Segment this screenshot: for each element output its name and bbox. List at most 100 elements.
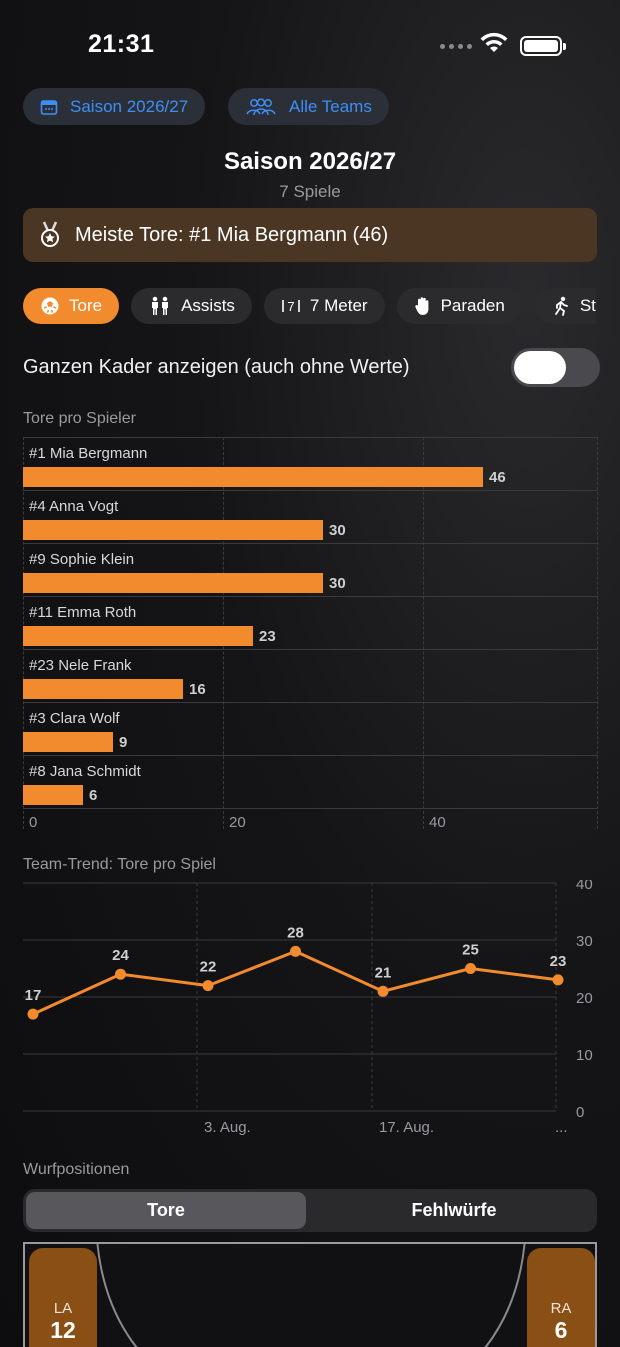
data-label: 21	[375, 964, 392, 981]
chip-label: 7 Meter	[309, 296, 368, 315]
trend-chart-title: Team-Trend: Tore pro Spiel	[23, 856, 216, 873]
chip-paraden[interactable]: Paraden	[396, 288, 522, 324]
chip-assists[interactable]: Assists	[131, 288, 252, 324]
bar	[23, 467, 483, 487]
handball-court: LA 12 RA 6	[23, 1242, 597, 1347]
chip-label: St	[579, 296, 596, 315]
tab-misses[interactable]: Fehlwürfe	[411, 1200, 497, 1220]
games-count: 7 Spiele	[279, 182, 341, 201]
battery-icon	[520, 36, 566, 56]
data-label: 28	[287, 924, 304, 941]
category-chips: Tore Assists 7 7 Meter Paraden St	[0, 280, 596, 332]
zone-left-wing[interactable]: LA 12	[29, 1248, 97, 1347]
svg-text:7: 7	[287, 299, 294, 314]
top-scorer-banner: Meiste Tore: #1 Mia Bergmann (46)	[23, 208, 597, 262]
x-tick-label: ...	[555, 1119, 568, 1136]
positions-title: Wurfpositionen	[23, 1161, 130, 1178]
y-tick-label: 40	[576, 880, 593, 893]
x-tick-label: 20	[229, 814, 246, 831]
bar-label: #1 Mia Bergmann	[29, 445, 148, 462]
x-gridline	[597, 437, 598, 829]
data-label: 22	[200, 959, 217, 976]
bar-value-label: 6	[89, 787, 98, 804]
data-label: 17	[25, 987, 42, 1004]
bar	[23, 520, 323, 540]
bar-row: #23 Nele Frank 16	[23, 649, 598, 702]
chip-st[interactable]: St	[533, 288, 596, 324]
x-gridline	[423, 437, 424, 829]
bar	[23, 679, 183, 699]
bar-row: #4 Anna Vogt 30	[23, 490, 598, 543]
x-tick-label: 0	[29, 814, 38, 831]
status-time: 21:31	[88, 30, 155, 58]
handball-icon	[40, 296, 60, 316]
season-button[interactable]: Saison 2026/27	[23, 88, 206, 125]
bar	[23, 732, 113, 752]
zone-right-wing-label: RA	[550, 1300, 572, 1317]
bar-row: #3 Clara Wolf 9	[23, 702, 598, 755]
bar-label: #9 Sophie Klein	[29, 551, 135, 568]
positions-segmented-control: Tore Fehlwürfe	[23, 1189, 597, 1232]
chip-label: Paraden	[440, 296, 505, 315]
full-squad-toggle[interactable]	[511, 348, 600, 387]
bar-value-label: 30	[329, 522, 346, 539]
banner-text: Meiste Tore: #1 Mia Bergmann (46)	[75, 223, 389, 246]
chip-label: Assists	[181, 296, 235, 315]
bar-value-label: 9	[119, 734, 128, 751]
bar-row: #9 Sophie Klein 30	[23, 543, 598, 596]
data-label: 23	[550, 953, 567, 970]
teams-button-label: Alle Teams	[289, 96, 372, 116]
y-tick-label: 20	[576, 990, 593, 1007]
bar-label: #23 Nele Frank	[29, 657, 132, 674]
page-title: Saison 2026/27	[223, 148, 397, 175]
goals-bar-chart: 0 20 40 #1 Mia Bergmann 46 #4 Anna Vogt 30 #9 S…	[23, 437, 598, 831]
bar-value-label: 23	[259, 628, 276, 645]
x-tick-label: 17. Aug.	[379, 1119, 434, 1136]
signal-icon	[440, 44, 472, 49]
zone-right-wing[interactable]: RA 6	[527, 1248, 595, 1347]
court-lines	[96, 1244, 526, 1347]
x-tick-label: 40	[429, 814, 446, 831]
data-label: 25	[462, 942, 479, 959]
chip-tore[interactable]: Tore	[23, 288, 120, 324]
y-tick-label: 0	[576, 1104, 584, 1121]
chip-7-meter[interactable]: 7 7 Meter	[263, 288, 385, 324]
trend-line-chart: 40 30 20 10 0 3. Aug. 17. Aug. ... 17 24 22 28 21 25 2…	[23, 880, 593, 1136]
bar-label: #4 Anna Vogt	[29, 498, 119, 515]
data-point	[27, 1008, 39, 1020]
bar	[23, 626, 253, 646]
data-point	[465, 963, 476, 974]
bar-value-label: 16	[189, 681, 206, 698]
bar-row: #1 Mia Bergmann 46	[23, 437, 598, 490]
season-button-label: Saison 2026/27	[70, 96, 189, 116]
zone-left-wing-label: LA	[53, 1300, 73, 1317]
bar	[23, 785, 83, 805]
hand-icon	[414, 296, 432, 316]
chip-label: Tore	[69, 296, 103, 315]
zone-left-wing-value: 12	[50, 1317, 76, 1343]
bar-label: #3 Clara Wolf	[29, 710, 120, 727]
running-icon	[551, 296, 571, 316]
seven-meter-icon: 7	[281, 296, 301, 316]
wifi-icon	[480, 32, 508, 52]
data-point	[202, 980, 214, 992]
calendar-icon	[40, 99, 58, 115]
zone-right-wing-value: 6	[554, 1317, 568, 1343]
bar-row: #11 Emma Roth 23	[23, 596, 598, 649]
bar-chart-title: Tore pro Spieler	[23, 410, 136, 427]
teams-button[interactable]: Alle Teams	[228, 88, 389, 125]
y-tick-label: 10	[576, 1047, 593, 1064]
data-point	[552, 974, 564, 986]
bar-value-label: 30	[329, 575, 346, 592]
bar	[23, 573, 323, 593]
data-label: 24	[112, 947, 129, 964]
tab-goals[interactable]: Tore	[26, 1192, 306, 1229]
toggle-label: Ganzen Kader anzeigen (auch ohne Werte)	[23, 356, 410, 378]
y-tick-label: 30	[576, 933, 593, 950]
bar-label: #8 Jana Schmidt	[29, 763, 141, 780]
bar-row: #8 Jana Schmidt 6	[23, 755, 598, 808]
bar-label: #11 Emma Roth	[29, 604, 137, 621]
medal-icon	[41, 221, 59, 247]
toggle-knob	[514, 351, 566, 384]
data-point	[377, 985, 389, 997]
